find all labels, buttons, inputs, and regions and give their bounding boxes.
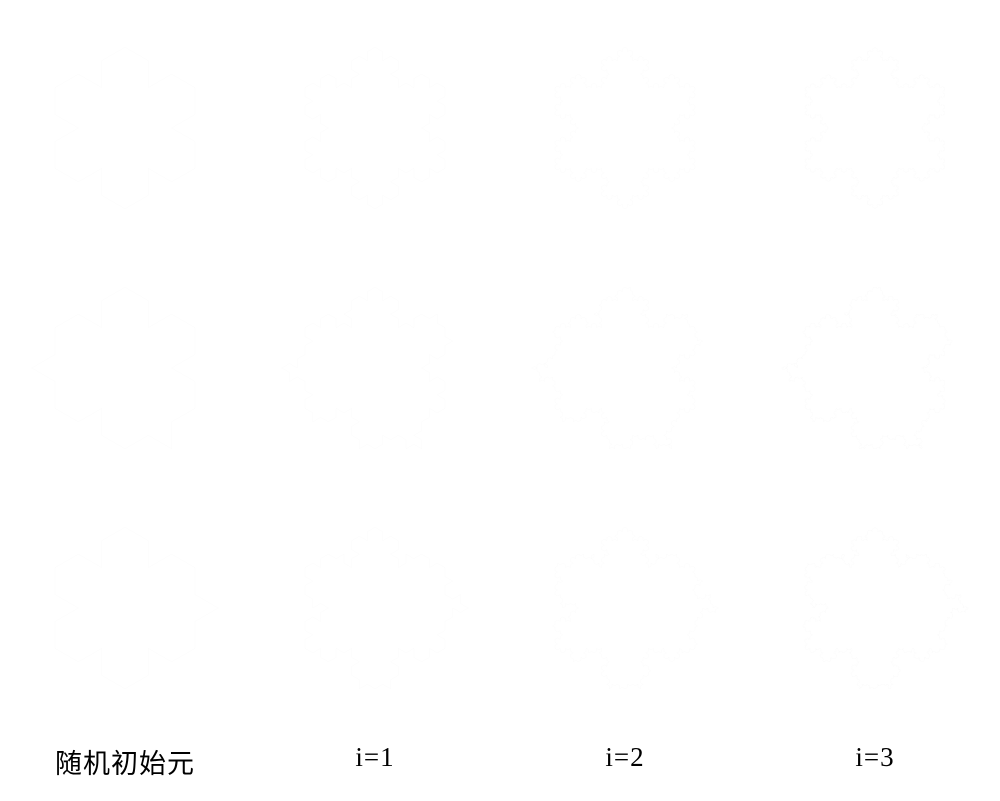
cell-r1-c1	[0, 8, 250, 248]
label-col-1: 随机初始元	[0, 742, 250, 781]
svg-r2-c2	[270, 263, 480, 473]
column-labels: 随机初始元 i=1 i=2 i=3	[0, 742, 1000, 781]
svg-r3-c2	[270, 503, 480, 713]
svg-r1-c2	[270, 23, 480, 233]
svg-r2-c3	[520, 263, 730, 473]
cell-r3-c3	[500, 488, 750, 728]
svg-r2-c1	[20, 263, 230, 473]
cell-r2-c2	[250, 248, 500, 488]
fractal-grid	[0, 8, 1000, 728]
koch-random-figure: 随机初始元 i=1 i=2 i=3	[0, 0, 1000, 801]
label-col-2: i=1	[250, 742, 500, 781]
cell-r1-c2	[250, 8, 500, 248]
svg-r3-c3	[520, 503, 730, 713]
svg-r2-c4	[770, 263, 980, 473]
cell-r2-c3	[500, 248, 750, 488]
svg-r3-c4	[770, 503, 980, 713]
cell-r3-c1	[0, 488, 250, 728]
cell-r2-c4	[750, 248, 1000, 488]
cell-r2-c1	[0, 248, 250, 488]
cell-r3-c2	[250, 488, 500, 728]
svg-r1-c1	[20, 23, 230, 233]
cell-r1-c3	[500, 8, 750, 248]
svg-r1-c3	[520, 23, 730, 233]
cell-r1-c4	[750, 8, 1000, 248]
label-col-3: i=2	[500, 742, 750, 781]
svg-r3-c1	[20, 503, 230, 713]
svg-r1-c4	[770, 23, 980, 233]
cell-r3-c4	[750, 488, 1000, 728]
label-col-4: i=3	[750, 742, 1000, 781]
